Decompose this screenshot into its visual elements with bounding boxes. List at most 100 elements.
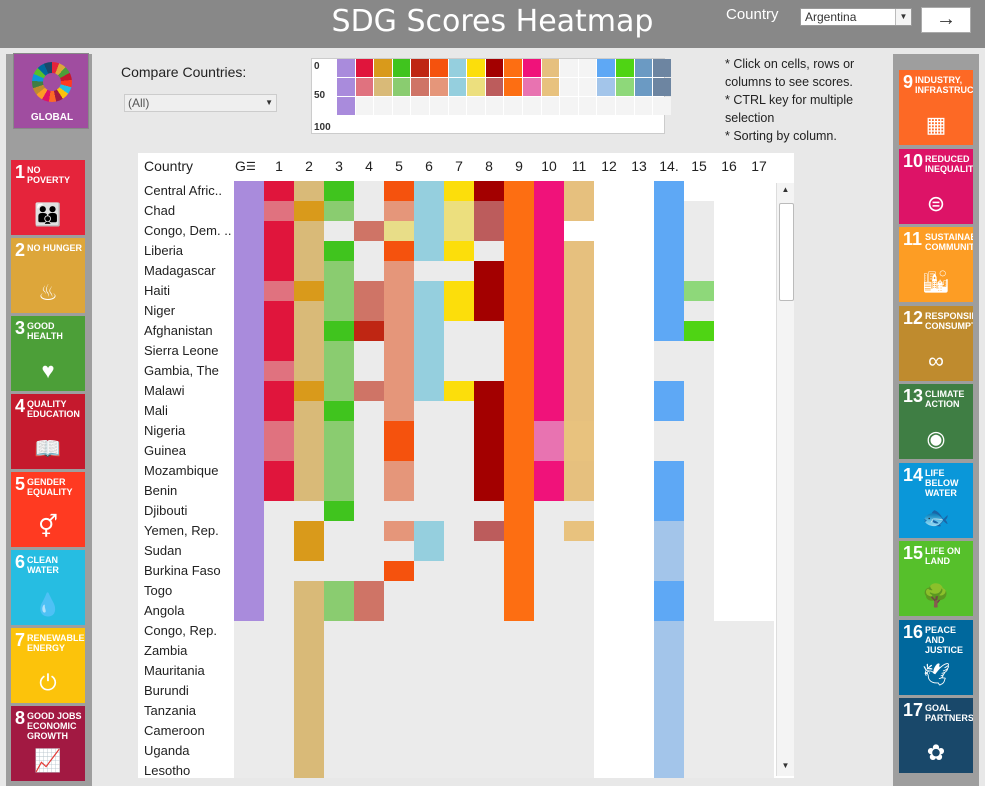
heatmap-cell[interactable]: [504, 601, 534, 621]
heatmap-cell[interactable]: [744, 601, 774, 621]
heatmap-cell[interactable]: [714, 601, 744, 621]
heatmap-cell[interactable]: [654, 381, 684, 401]
heatmap-cell[interactable]: [324, 721, 354, 741]
heatmap-cell[interactable]: [594, 501, 624, 521]
heatmap-cell[interactable]: [234, 581, 264, 601]
heatmap-cell[interactable]: [474, 561, 504, 581]
legend-swatch[interactable]: [578, 78, 597, 96]
legend-swatch[interactable]: [448, 97, 467, 115]
legend-swatch[interactable]: [560, 97, 578, 115]
heatmap-cell[interactable]: [684, 201, 714, 221]
heatmap-cell[interactable]: [594, 361, 624, 381]
heatmap-cell[interactable]: [594, 541, 624, 561]
heatmap-cell[interactable]: [684, 621, 714, 641]
heatmap-cell[interactable]: [534, 661, 564, 681]
goal-tile-9[interactable]: 9Industry, Infrastructure ▦: [899, 70, 973, 145]
heatmap-cell[interactable]: [414, 741, 444, 761]
heatmap-cell[interactable]: [504, 521, 534, 541]
heatmap-cell[interactable]: [684, 461, 714, 481]
heatmap-cell[interactable]: [744, 361, 774, 381]
heatmap-cell[interactable]: [714, 701, 744, 721]
heatmap-cell[interactable]: [384, 241, 414, 261]
row-label[interactable]: Sierra Leone: [144, 343, 219, 358]
heatmap-cell[interactable]: [264, 461, 294, 481]
row-label[interactable]: Angola: [144, 603, 185, 618]
heatmap-cell[interactable]: [324, 621, 354, 641]
heatmap-cell[interactable]: [594, 461, 624, 481]
heatmap-cell[interactable]: [324, 361, 354, 381]
heatmap-cell[interactable]: [294, 521, 324, 541]
heatmap-cell[interactable]: [534, 281, 564, 301]
heatmap-cell[interactable]: [444, 421, 474, 441]
heatmap-cell[interactable]: [684, 321, 714, 341]
heatmap-cell[interactable]: [264, 741, 294, 761]
heatmap-cell[interactable]: [654, 561, 684, 581]
heatmap-cell[interactable]: [384, 181, 414, 201]
heatmap-cell[interactable]: [714, 641, 744, 661]
row-label[interactable]: Burundi: [144, 683, 189, 698]
heatmap-cell[interactable]: [474, 601, 504, 621]
heatmap-cell[interactable]: [744, 221, 774, 241]
legend-swatch[interactable]: [504, 97, 522, 115]
heatmap-cell[interactable]: [654, 401, 684, 421]
legend-swatch[interactable]: [467, 78, 485, 96]
legend-swatch[interactable]: [597, 97, 615, 115]
row-label[interactable]: Cameroon: [144, 723, 205, 738]
heatmap-cell[interactable]: [234, 601, 264, 621]
heatmap-cell[interactable]: [684, 601, 714, 621]
heatmap-cell[interactable]: [354, 201, 384, 221]
compare-countries-dropdown[interactable]: (All) ▼: [124, 94, 277, 112]
heatmap-cell[interactable]: [624, 581, 654, 601]
heatmap-cell[interactable]: [444, 761, 474, 778]
legend-swatch[interactable]: [523, 97, 541, 115]
heatmap-cell[interactable]: [624, 301, 654, 321]
heatmap-cell[interactable]: [324, 681, 354, 701]
heatmap-cell[interactable]: [564, 521, 594, 541]
heatmap-cell[interactable]: [594, 401, 624, 421]
heatmap-cell[interactable]: [564, 321, 594, 341]
heatmap-cell[interactable]: [534, 481, 564, 501]
heatmap-cell[interactable]: [384, 601, 414, 621]
heatmap-cell[interactable]: [264, 761, 294, 778]
heatmap-cell[interactable]: [504, 701, 534, 721]
heatmap-cell[interactable]: [564, 741, 594, 761]
heatmap-cell[interactable]: [384, 701, 414, 721]
heatmap-cell[interactable]: [324, 381, 354, 401]
heatmap-cell[interactable]: [354, 741, 384, 761]
heatmap-cell[interactable]: [324, 241, 354, 261]
go-button[interactable]: →: [921, 7, 971, 33]
goal-tile-1[interactable]: 1 No Poverty 👪: [11, 160, 85, 235]
heatmap-cell[interactable]: [354, 441, 384, 461]
heatmap-cell[interactable]: [354, 181, 384, 201]
header-country[interactable]: Country: [144, 158, 194, 174]
heatmap-cell[interactable]: [294, 401, 324, 421]
row-label[interactable]: Niger: [144, 303, 176, 318]
goal-tile-3[interactable]: 3 Good Health ♥: [11, 316, 85, 391]
heatmap-cell[interactable]: [384, 621, 414, 641]
heatmap-cell[interactable]: [654, 501, 684, 521]
heatmap-cell[interactable]: [504, 441, 534, 461]
heatmap-cell[interactable]: [384, 541, 414, 561]
heatmap-cell[interactable]: [324, 601, 354, 621]
heatmap-cell[interactable]: [414, 461, 444, 481]
column-header-16[interactable]: 16: [721, 158, 737, 174]
row-label[interactable]: Mali: [144, 403, 168, 418]
heatmap-cell[interactable]: [594, 341, 624, 361]
heatmap-cell[interactable]: [684, 541, 714, 561]
column-header-14[interactable]: 14.: [659, 158, 679, 174]
column-header-10[interactable]: 10: [541, 158, 557, 174]
heatmap-cell[interactable]: [264, 721, 294, 741]
heatmap-cell[interactable]: [594, 321, 624, 341]
heatmap-cell[interactable]: [504, 401, 534, 421]
heatmap-cell[interactable]: [474, 721, 504, 741]
heatmap-cell[interactable]: [234, 721, 264, 741]
column-header-15[interactable]: 15: [691, 158, 707, 174]
heatmap-cell[interactable]: [654, 321, 684, 341]
heatmap-cell[interactable]: [234, 681, 264, 701]
heatmap-cell[interactable]: [444, 661, 474, 681]
heatmap-cell[interactable]: [444, 381, 474, 401]
heatmap-cell[interactable]: [294, 441, 324, 461]
heatmap-cell[interactable]: [294, 561, 324, 581]
heatmap-cell[interactable]: [264, 521, 294, 541]
heatmap-cell[interactable]: [624, 761, 654, 778]
